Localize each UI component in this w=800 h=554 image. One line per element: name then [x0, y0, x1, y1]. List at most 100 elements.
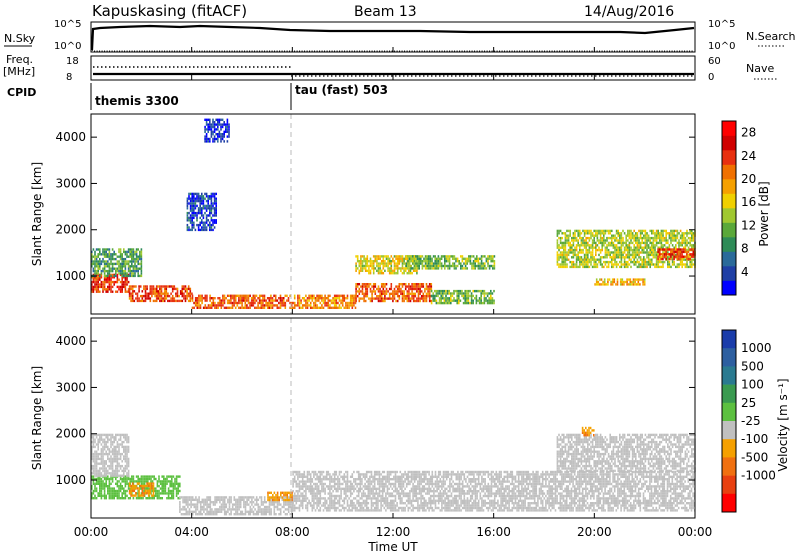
- data-cell: [579, 248, 581, 252]
- data-cell: [213, 214, 216, 217]
- data-cell: [121, 265, 123, 268]
- data-cell: [643, 283, 646, 286]
- data-cell: [429, 255, 432, 258]
- data-cell: [233, 508, 236, 511]
- data-cell: [588, 236, 591, 240]
- data-cell: [411, 295, 413, 298]
- data-cell: [257, 508, 260, 511]
- data-cell: [440, 299, 442, 302]
- data-cell: [625, 246, 627, 249]
- data-cell: [444, 255, 446, 258]
- data-cell: [316, 497, 318, 500]
- data-cell: [131, 255, 133, 258]
- data-cell: [147, 292, 150, 295]
- data-cell: [305, 482, 307, 486]
- data-cell: [395, 299, 397, 303]
- data-cell: [324, 490, 326, 493]
- data-cell: [364, 509, 366, 512]
- data-cell: [349, 294, 352, 297]
- data-cell: [205, 195, 208, 198]
- data-cell: [351, 299, 354, 302]
- data-cell: [210, 195, 213, 198]
- data-cell: [406, 292, 409, 295]
- data-cell: [575, 260, 578, 264]
- data-cell: [364, 290, 367, 293]
- data-cell: [209, 204, 211, 208]
- data-cell: [490, 264, 492, 268]
- data-cell: [322, 509, 325, 512]
- data-cell: [637, 283, 640, 286]
- data-cell: [171, 475, 173, 478]
- data-cell: [314, 497, 317, 500]
- data-cell: [567, 251, 570, 254]
- data-cell: [205, 216, 208, 220]
- data-cell: [365, 473, 368, 476]
- data-cell: [135, 285, 137, 288]
- data-cell: [617, 256, 619, 259]
- data-cell: [207, 207, 209, 210]
- data-cell: [215, 197, 217, 200]
- data-cell: [416, 285, 418, 288]
- data-cell: [416, 290, 418, 293]
- data-cell: [377, 502, 379, 505]
- data-cell: [301, 487, 304, 490]
- data-cell: [663, 248, 666, 251]
- data-cell: [426, 255, 428, 258]
- data-cell: [319, 502, 322, 505]
- data-cell: [322, 306, 325, 309]
- data-cell: [558, 263, 560, 266]
- data-cell: [297, 299, 299, 302]
- data-cell: [382, 290, 385, 293]
- data-cell: [239, 513, 242, 516]
- data-cell: [161, 482, 163, 485]
- data-cell: [361, 473, 363, 476]
- data-cell: [607, 251, 610, 254]
- data-cell: [346, 509, 349, 512]
- data-cell: [493, 255, 496, 258]
- data-cell: [429, 267, 432, 270]
- data-cell: [212, 204, 214, 208]
- data-cell: [361, 287, 364, 291]
- data-cell: [390, 267, 393, 270]
- data-cell: [361, 492, 363, 495]
- data-cell: [284, 508, 287, 511]
- data-cell: [425, 287, 428, 291]
- data-cell: [279, 510, 282, 513]
- data-cell: [107, 274, 109, 278]
- data-cell: [132, 480, 135, 483]
- data-cell: [204, 211, 206, 215]
- data-cell: [585, 260, 587, 264]
- data-cell: [170, 297, 172, 300]
- data-cell: [305, 304, 307, 307]
- power-data: [91, 118, 696, 309]
- data-cell: [651, 248, 653, 252]
- data-cell: [356, 285, 359, 288]
- data-cell: [183, 513, 186, 516]
- data-cell: [660, 244, 663, 247]
- data-cell: [646, 260, 648, 264]
- data-cell: [360, 269, 362, 272]
- data-cell: [407, 255, 409, 258]
- data-cell: [273, 299, 275, 302]
- data-cell: [628, 263, 631, 266]
- data-cell: [556, 234, 559, 237]
- data-cell: [153, 497, 155, 500]
- data-cell: [115, 489, 117, 493]
- data-cell: [338, 297, 341, 300]
- data-cell: [147, 477, 149, 481]
- data-cell: [412, 267, 414, 270]
- data-cell: [631, 260, 634, 264]
- data-cell: [317, 485, 320, 488]
- data-cell: [366, 260, 369, 263]
- data-cell: [335, 299, 338, 302]
- data-cell: [579, 256, 581, 259]
- data-cell: [341, 475, 344, 478]
- data-cell: [337, 480, 339, 483]
- data-cell: [202, 226, 205, 229]
- data-cell: [419, 290, 421, 293]
- data-cell: [94, 485, 96, 488]
- data-cell: [203, 508, 205, 511]
- data-cell: [199, 202, 201, 205]
- data-cell: [193, 202, 195, 205]
- data-cell: [673, 239, 675, 242]
